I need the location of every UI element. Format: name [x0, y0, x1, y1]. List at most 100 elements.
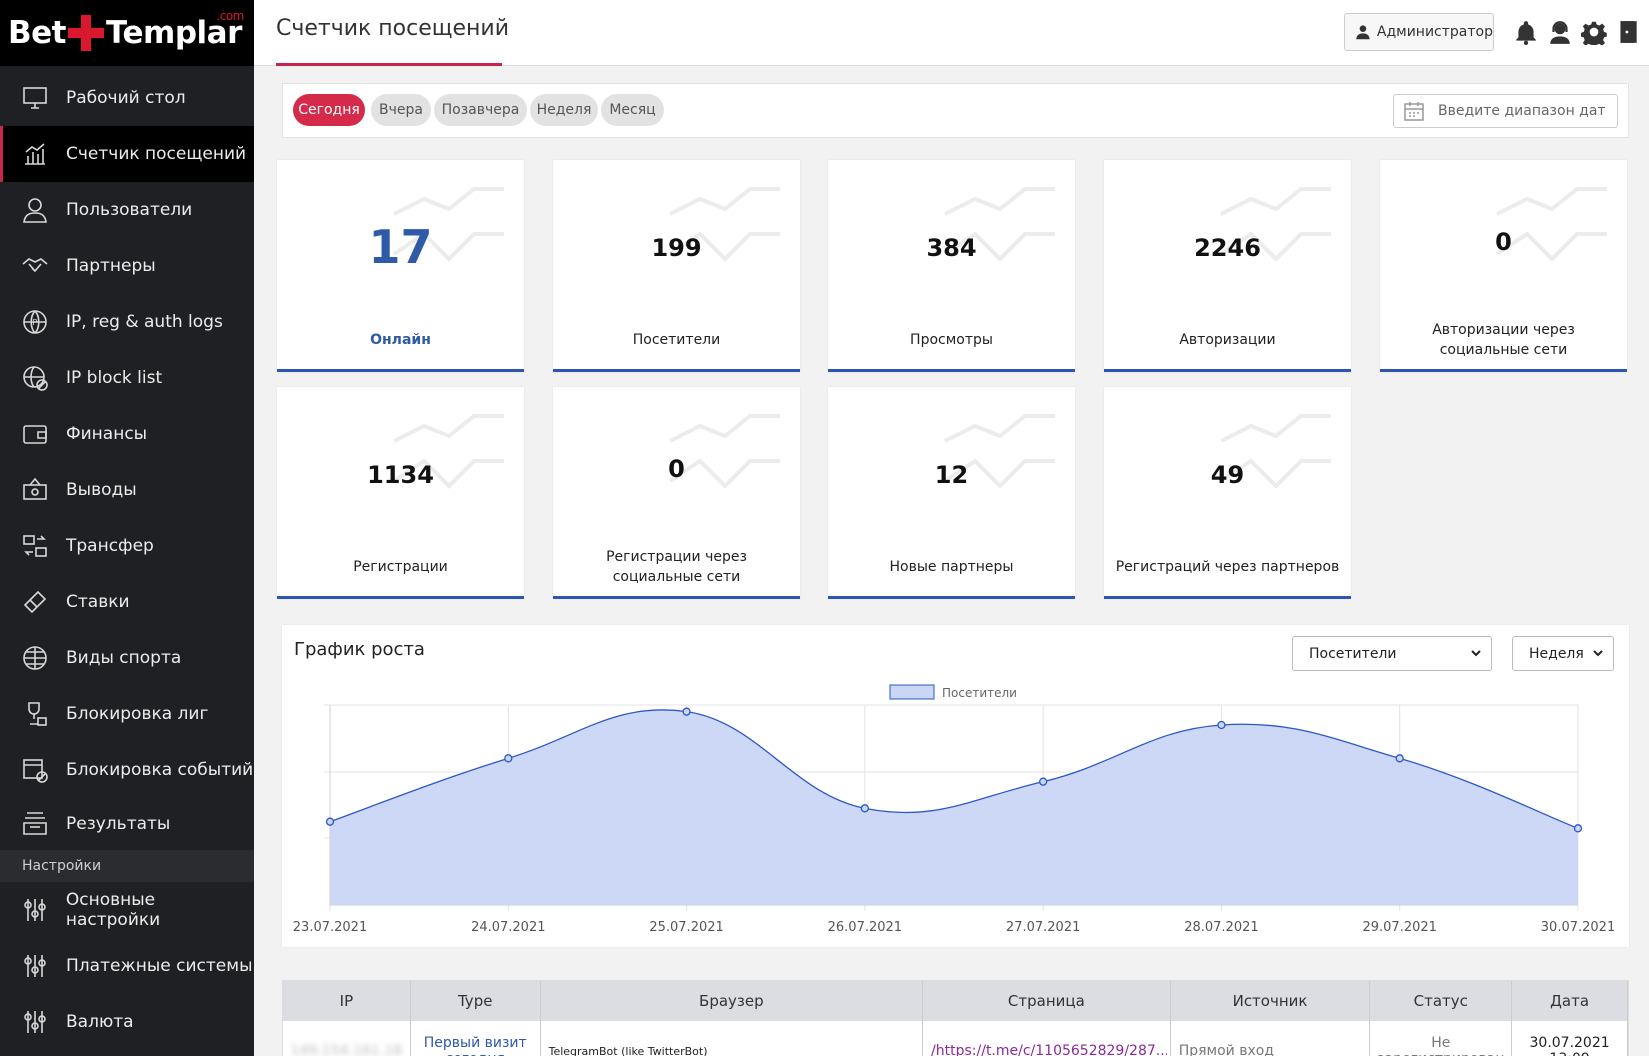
sidebar-item-label: Ставки [66, 592, 130, 612]
stat-card[interactable]: 0 Регистрации через социальные сети [553, 387, 800, 599]
sidebar-item-bar-chart[interactable]: Счетчик посещений [0, 126, 254, 182]
stat-card[interactable]: 0 Авторизации через социальные сети [1380, 160, 1627, 372]
admin-button[interactable]: Администратор [1344, 13, 1494, 51]
sidebar-item-trophy-lock[interactable]: Блокировка лиг [0, 686, 254, 742]
transfer-icon [20, 531, 50, 561]
period-filter-bar: Сегодня Вчера Позавчера Неделя Месяц Введите… [282, 83, 1629, 138]
stat-card[interactable]: 384 Просмотры [828, 160, 1075, 372]
sidebar-item-ip-block[interactable]: IP block list [0, 350, 254, 406]
table-cell-page[interactable]: /https://t.me/c/1105652829/287... [923, 1021, 1171, 1056]
top-header: Счетчик посещений Администратор [254, 0, 1649, 66]
chevron-down-icon [1593, 650, 1603, 657]
x-tick-label: 28.07.2021 [1184, 920, 1258, 935]
trend-line-icon [1211, 174, 1341, 264]
table-header-cell[interactable]: IP [283, 981, 411, 1021]
sidebar-item-transfer[interactable]: Трансфер [0, 518, 254, 574]
ip-globe-icon: IP [20, 307, 50, 337]
sidebar-item-sliders[interactable]: Валюта [0, 994, 254, 1050]
sidebar-settings-nav: Основные настройки Платежные системы Валют… [0, 882, 254, 1050]
user-icon [20, 195, 50, 225]
sidebar-item-label: Основные настройки [65, 890, 161, 930]
stat-value: 17 [368, 220, 433, 274]
table-cell-source-text: Прямой вход [1178, 1043, 1274, 1056]
period-pill[interactable]: Позавчера [434, 94, 527, 126]
table-cell-page-text: /https://t.me/c/1105652829/287... [931, 1043, 1168, 1056]
sidebar-item-globe[interactable]: Виды спорта [0, 630, 254, 686]
sidebar-item-user[interactable]: Пользователи [0, 182, 254, 238]
support-agent-icon[interactable] [1546, 18, 1574, 46]
sidebar-item-sliders[interactable]: Платежные системы [0, 938, 254, 994]
period-select[interactable]: Неделя [1512, 636, 1614, 671]
admin-label: Администратор [1376, 24, 1493, 40]
sidebar-item-label: IP block list [66, 368, 163, 388]
period-pill[interactable]: Неделя [530, 94, 598, 126]
period-pill[interactable]: Месяц [601, 94, 664, 126]
metric-select[interactable]: Посетители [1292, 636, 1492, 671]
stat-card[interactable]: 12 Новые партнеры [828, 387, 1075, 599]
table-header-cell[interactable]: Type [411, 981, 541, 1021]
ticket-icon [20, 587, 50, 617]
stat-value: 12 [934, 461, 969, 489]
stat-label: Регистрации [353, 559, 448, 575]
sidebar-item-desktop[interactable]: Рабочий стол [0, 70, 254, 126]
x-tick-label: 25.07.2021 [649, 920, 723, 935]
table-header-cell[interactable]: Дата [1512, 981, 1628, 1021]
sidebar-item-sliders[interactable]: Основные настройки [0, 882, 254, 938]
chart-title: График роста [294, 639, 425, 660]
sidebar-item-label: Партнеры [66, 256, 156, 276]
period-select-value: Неделя [1529, 645, 1584, 662]
stat-label: Авторизации через социальные сети [1432, 322, 1575, 358]
stat-card[interactable]: 49 Регистраций через партнеров [1104, 387, 1351, 599]
sliders-icon [20, 1007, 50, 1037]
sidebar-item-ip-globe[interactable]: IP IP, reg & auth logs [0, 294, 254, 350]
wallet-icon [20, 419, 50, 449]
period-pill[interactable]: Вчера [371, 94, 431, 126]
sidebar-item-cash[interactable]: Выводы [0, 462, 254, 518]
sidebar-item-wallet[interactable]: Финансы [0, 406, 254, 462]
visits-table: IP Type Браузер Страница Источник Статус Дата … [282, 980, 1629, 1056]
stat-value: 1134 [367, 461, 434, 489]
title-underline [276, 63, 502, 66]
table-cell-ip: 149.154.161.18 [283, 1021, 411, 1056]
sidebar-item-label: Финансы [66, 424, 148, 444]
logo[interactable]: Bet Templar .com [0, 0, 254, 66]
table-header-cell[interactable]: Страница [923, 981, 1171, 1021]
sidebar-item-tray[interactable]: Результаты [0, 798, 254, 850]
stat-card[interactable]: 199 Посетители [553, 160, 800, 372]
stat-label: Просмотры [910, 332, 993, 348]
table-header-cell[interactable]: Статус [1370, 981, 1513, 1021]
stat-card[interactable]: 2246 Авторизации [1104, 160, 1351, 372]
period-pill[interactable]: Сегодня [293, 94, 365, 126]
tray-icon [20, 809, 50, 839]
stat-value: 384 [926, 234, 977, 262]
stat-card[interactable]: 1134 Регистрации [277, 387, 524, 599]
trend-line-icon [1487, 174, 1617, 264]
data-point [1038, 777, 1048, 786]
table-cell-ip-text: 149.154.161.18 [290, 1043, 403, 1056]
sidebar-item-label: Валюта [66, 1012, 134, 1032]
data-point [325, 817, 335, 826]
sidebar-item-handshake[interactable]: Партнеры [0, 238, 254, 294]
legend-label: Посетители [942, 686, 1017, 700]
logout-door-icon[interactable] [1614, 18, 1642, 46]
stat-card[interactable]: 17 Онлайн [277, 160, 524, 372]
data-point [1217, 720, 1226, 730]
gear-icon[interactable] [1580, 18, 1608, 46]
trend-line-icon [660, 401, 790, 491]
date-range-input[interactable]: Введите диапазон дат [1393, 94, 1618, 128]
trophy-lock-icon [20, 699, 50, 729]
table-header-cell[interactable]: Источник [1171, 981, 1371, 1021]
logo-text-right: Templar [105, 15, 242, 51]
sidebar-item-label: Выводы [66, 480, 137, 500]
sidebar-item-label: IP, reg & auth logs [66, 312, 223, 332]
sidebar-item-event-block[interactable]: Блокировка событий [0, 742, 254, 798]
trend-line-icon [1211, 401, 1341, 491]
sidebar-item-ticket[interactable]: Ставки [0, 574, 254, 630]
bell-icon[interactable] [1512, 18, 1540, 46]
table-row[interactable]: 149.154.161.18 Первый визит сегодня Telegr… [283, 1021, 1628, 1056]
table-cell-type[interactable]: Первый визит сегодня [411, 1021, 541, 1056]
table-cell-browser-text: TelegramBot (like TwitterBot) [548, 1044, 708, 1056]
table-header-cell[interactable]: Браузер [541, 981, 924, 1021]
svg-text:IP: IP [30, 318, 37, 327]
data-point [1573, 824, 1583, 833]
